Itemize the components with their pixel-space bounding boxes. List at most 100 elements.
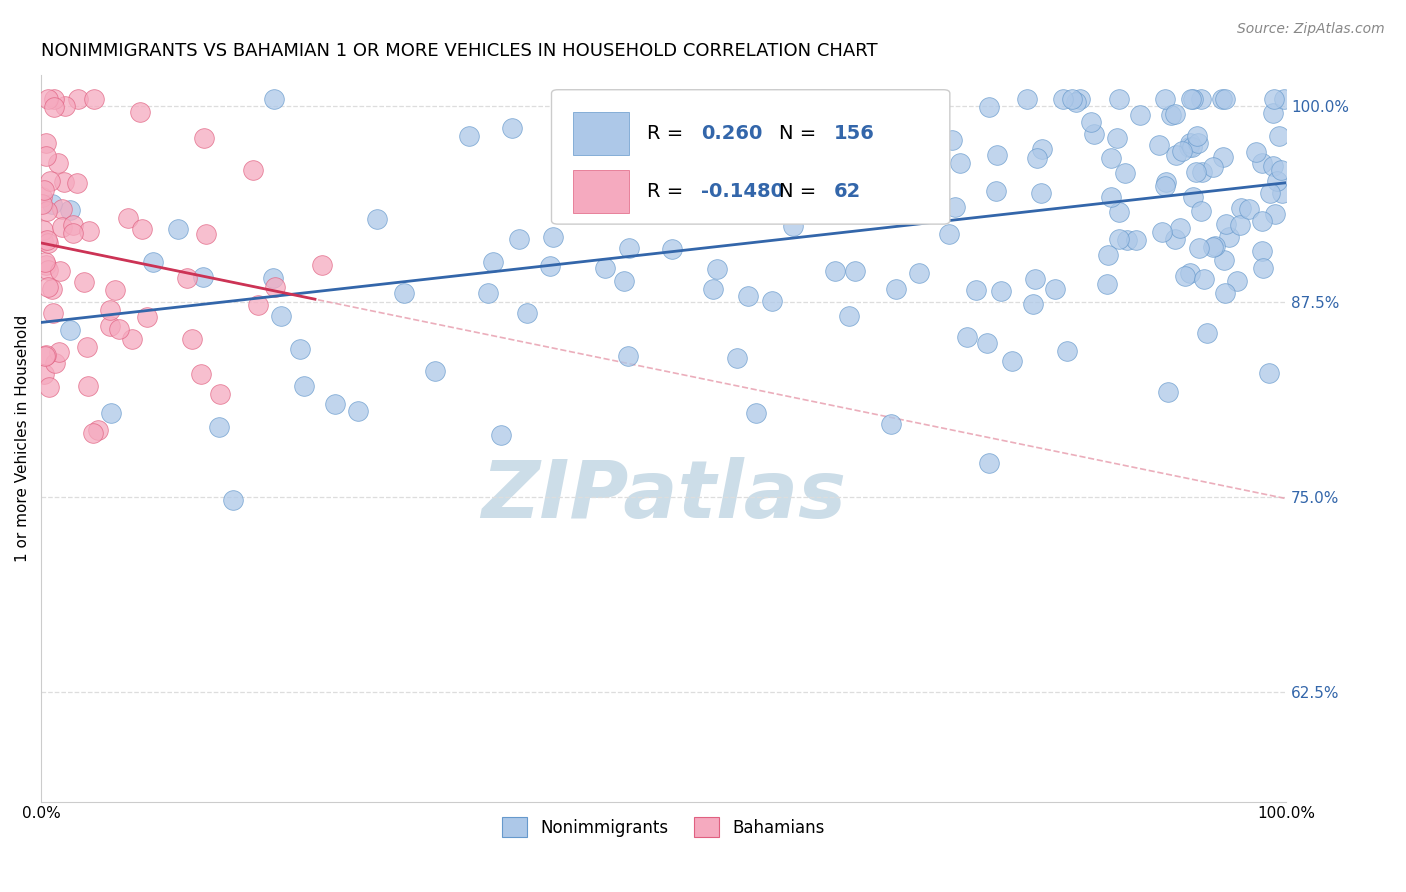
Point bbox=[1270, 162, 1292, 177]
Point bbox=[1022, 297, 1045, 311]
Point bbox=[1213, 92, 1236, 106]
Point bbox=[921, 92, 943, 106]
Point bbox=[142, 255, 165, 269]
Point bbox=[1213, 285, 1236, 300]
Point bbox=[796, 114, 818, 128]
Point bbox=[37, 263, 59, 277]
FancyBboxPatch shape bbox=[572, 169, 628, 213]
Point bbox=[1215, 217, 1237, 231]
Point bbox=[666, 92, 689, 106]
Point bbox=[32, 368, 55, 382]
Text: N =: N = bbox=[779, 182, 823, 201]
Point bbox=[851, 173, 873, 187]
Point bbox=[844, 264, 866, 278]
Point bbox=[98, 319, 121, 334]
Point bbox=[38, 380, 60, 394]
Point bbox=[37, 235, 59, 250]
Point bbox=[617, 349, 640, 363]
Point bbox=[990, 284, 1012, 298]
Point bbox=[761, 293, 783, 308]
Point bbox=[538, 259, 561, 273]
Point bbox=[76, 340, 98, 354]
Point bbox=[579, 123, 602, 137]
Point bbox=[66, 176, 89, 190]
Point bbox=[1189, 92, 1212, 106]
Point bbox=[1129, 108, 1152, 122]
Point bbox=[35, 258, 58, 272]
Point bbox=[1188, 241, 1211, 255]
Text: R =: R = bbox=[647, 182, 690, 201]
Point bbox=[1185, 129, 1208, 144]
Point bbox=[1181, 189, 1204, 203]
Point bbox=[1244, 145, 1267, 159]
Point bbox=[1114, 165, 1136, 179]
Point bbox=[1125, 233, 1147, 247]
Text: Source: ZipAtlas.com: Source: ZipAtlas.com bbox=[1237, 22, 1385, 37]
Point bbox=[986, 184, 1008, 198]
Point bbox=[51, 202, 73, 216]
Point bbox=[1271, 186, 1294, 200]
Point bbox=[1268, 129, 1291, 144]
Point bbox=[42, 100, 65, 114]
Point bbox=[35, 149, 58, 163]
Point bbox=[264, 280, 287, 294]
Point bbox=[423, 364, 446, 378]
Point bbox=[1105, 130, 1128, 145]
Legend: Nonimmigrants, Bahamians: Nonimmigrants, Bahamians bbox=[496, 811, 831, 844]
Point bbox=[1099, 189, 1122, 203]
Point bbox=[77, 224, 100, 238]
Point bbox=[977, 456, 1000, 470]
Point bbox=[136, 310, 159, 325]
Point bbox=[262, 270, 284, 285]
Point bbox=[725, 351, 748, 365]
Point bbox=[129, 104, 152, 119]
Point bbox=[53, 99, 76, 113]
Point bbox=[166, 221, 188, 235]
Point bbox=[1253, 261, 1275, 276]
Point bbox=[32, 183, 55, 197]
Point bbox=[34, 349, 56, 363]
Point bbox=[965, 283, 987, 297]
Point bbox=[46, 156, 69, 170]
Point bbox=[1185, 164, 1208, 178]
Text: NONIMMIGRANTS VS BAHAMIAN 1 OR MORE VEHICLES IN HOUSEHOLD CORRELATION CHART: NONIMMIGRANTS VS BAHAMIAN 1 OR MORE VEHI… bbox=[41, 42, 877, 60]
Point bbox=[1257, 366, 1279, 380]
Point bbox=[37, 92, 59, 106]
Point bbox=[190, 367, 212, 381]
Text: 0.260: 0.260 bbox=[700, 124, 762, 143]
Point bbox=[706, 261, 728, 276]
Point bbox=[1226, 274, 1249, 288]
Point bbox=[1166, 147, 1188, 161]
Point bbox=[195, 227, 218, 242]
Point bbox=[66, 92, 89, 106]
Point bbox=[1170, 144, 1192, 158]
Point bbox=[617, 241, 640, 255]
Point bbox=[180, 332, 202, 346]
Point bbox=[100, 406, 122, 420]
Point bbox=[880, 417, 903, 431]
Point bbox=[48, 264, 70, 278]
Point bbox=[1083, 128, 1105, 142]
Point bbox=[62, 219, 84, 233]
Point bbox=[1147, 138, 1170, 153]
Point bbox=[100, 303, 122, 318]
Point bbox=[246, 298, 269, 312]
Point bbox=[792, 196, 814, 211]
Point bbox=[1202, 160, 1225, 174]
Point bbox=[477, 285, 499, 300]
Point bbox=[31, 190, 53, 204]
Point bbox=[1174, 268, 1197, 283]
Point bbox=[1108, 205, 1130, 219]
Text: N =: N = bbox=[779, 124, 823, 143]
Point bbox=[176, 271, 198, 285]
Point bbox=[242, 163, 264, 178]
Point bbox=[1025, 151, 1047, 165]
Point bbox=[1160, 108, 1182, 122]
Point bbox=[1187, 136, 1209, 150]
Point bbox=[1192, 272, 1215, 286]
Point bbox=[1195, 326, 1218, 341]
Point bbox=[1251, 244, 1274, 259]
Point bbox=[515, 306, 537, 320]
Point bbox=[83, 92, 105, 106]
Point bbox=[1031, 142, 1053, 156]
